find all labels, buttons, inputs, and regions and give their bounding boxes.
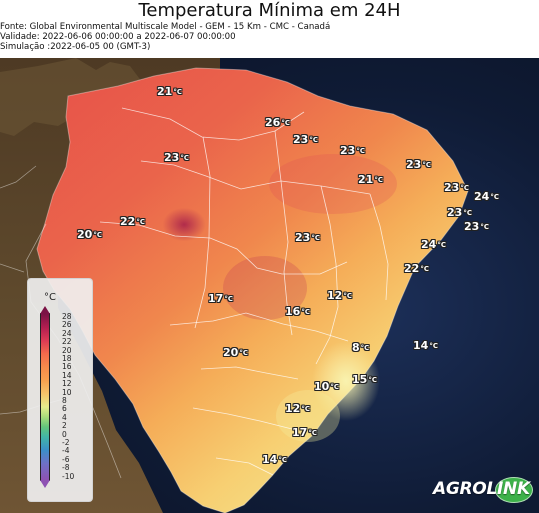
- legend-tick: -6: [62, 454, 70, 464]
- temp-label: 23°C: [164, 151, 189, 164]
- temp-label: 10°C: [314, 380, 339, 393]
- legend-tick: 12: [62, 379, 72, 389]
- temp-label: 24°C: [421, 238, 446, 251]
- source-text: Fonte: Global Environmental Multiscale M…: [0, 22, 331, 32]
- temp-label: 17°C: [208, 292, 233, 305]
- legend-tick: 8: [62, 396, 67, 405]
- temp-label: 14°C: [262, 453, 287, 466]
- legend-tick: 24: [62, 328, 72, 338]
- temp-label: 23°C: [295, 231, 320, 244]
- temp-label: 21°C: [358, 173, 383, 186]
- legend-tick: 22: [62, 337, 72, 347]
- legend-tick: 4: [62, 412, 67, 422]
- legend-ticks: 28 26 24 22 20 18 16 14 12 10 8 6 4 2 0 …: [62, 313, 86, 481]
- temp-label: 23°C: [464, 220, 489, 233]
- agrolink-logo: AGROLINK: [433, 475, 533, 505]
- temp-label: 21°C: [157, 85, 182, 98]
- simulation-text: Simulação :2022-06-05 00 (GMT-3): [0, 42, 151, 52]
- page-title: Temperatura Mínima em 24H: [138, 0, 401, 21]
- validity-text: Validade: 2022-06-06 00:00:00 a 2022-06-…: [0, 32, 236, 42]
- legend-tick: -8: [62, 463, 70, 473]
- temp-label: 15°C: [352, 373, 377, 386]
- temp-label: 23°C: [340, 144, 365, 157]
- logo-green-badge: [495, 477, 533, 503]
- legend-tick: 20: [62, 345, 72, 355]
- legend-tick: 6: [62, 404, 67, 414]
- hot-zone-west: [141, 191, 249, 275]
- cool-zone-southeast: [312, 341, 380, 421]
- legend-title: °C: [44, 292, 56, 303]
- legend-tick: -10: [62, 471, 75, 481]
- state-borders: [99, 107, 389, 476]
- temp-label: 20°C: [223, 346, 248, 359]
- hot-zone-center: [223, 256, 307, 320]
- temp-label: 17°C: [292, 426, 317, 439]
- temp-label: 20°C: [77, 228, 102, 241]
- legend-tick: 2: [62, 421, 67, 431]
- map-background: [0, 58, 539, 513]
- temp-label: 8°C: [352, 341, 370, 354]
- temp-label: 12°C: [285, 402, 310, 415]
- legend-tick: 28: [62, 312, 72, 321]
- temp-label: 22°C: [404, 262, 429, 275]
- legend-tick: -2: [62, 438, 70, 447]
- legend-tick: 14: [62, 370, 72, 380]
- temp-label: 26°C: [265, 116, 290, 129]
- temp-label: 23°C: [447, 206, 472, 219]
- temperature-map: 21°C 26°C 23°C 23°C 23°C 23°C 21°C 23°C …: [0, 58, 539, 513]
- legend-tick: 18: [62, 354, 72, 363]
- temp-label: 23°C: [406, 158, 431, 171]
- legend-tick: -4: [62, 446, 70, 456]
- temp-label: 23°C: [293, 133, 318, 146]
- temperature-legend: °C 28 26 24 22 20 18 16 14 12 10 8 6 4 2…: [27, 278, 93, 502]
- legend-tick: 10: [62, 387, 72, 397]
- temp-label: 16°C: [285, 305, 310, 318]
- header: Temperatura Mínima em 24H Fonte: Global …: [0, 0, 539, 58]
- temp-label: 22°C: [120, 215, 145, 228]
- logo-text: AGROLINK: [433, 479, 530, 499]
- temp-label: 14°C: [413, 339, 438, 352]
- legend-tick: 16: [62, 362, 72, 372]
- temp-label: 23°C: [444, 181, 469, 194]
- legend-tick: 0: [62, 429, 67, 439]
- legend-color-bar: [40, 306, 50, 488]
- temp-label: 12°C: [327, 289, 352, 302]
- legend-tick: 26: [62, 320, 72, 330]
- temp-label: 24°C: [474, 190, 499, 203]
- hot-zone-northeast: [269, 154, 397, 214]
